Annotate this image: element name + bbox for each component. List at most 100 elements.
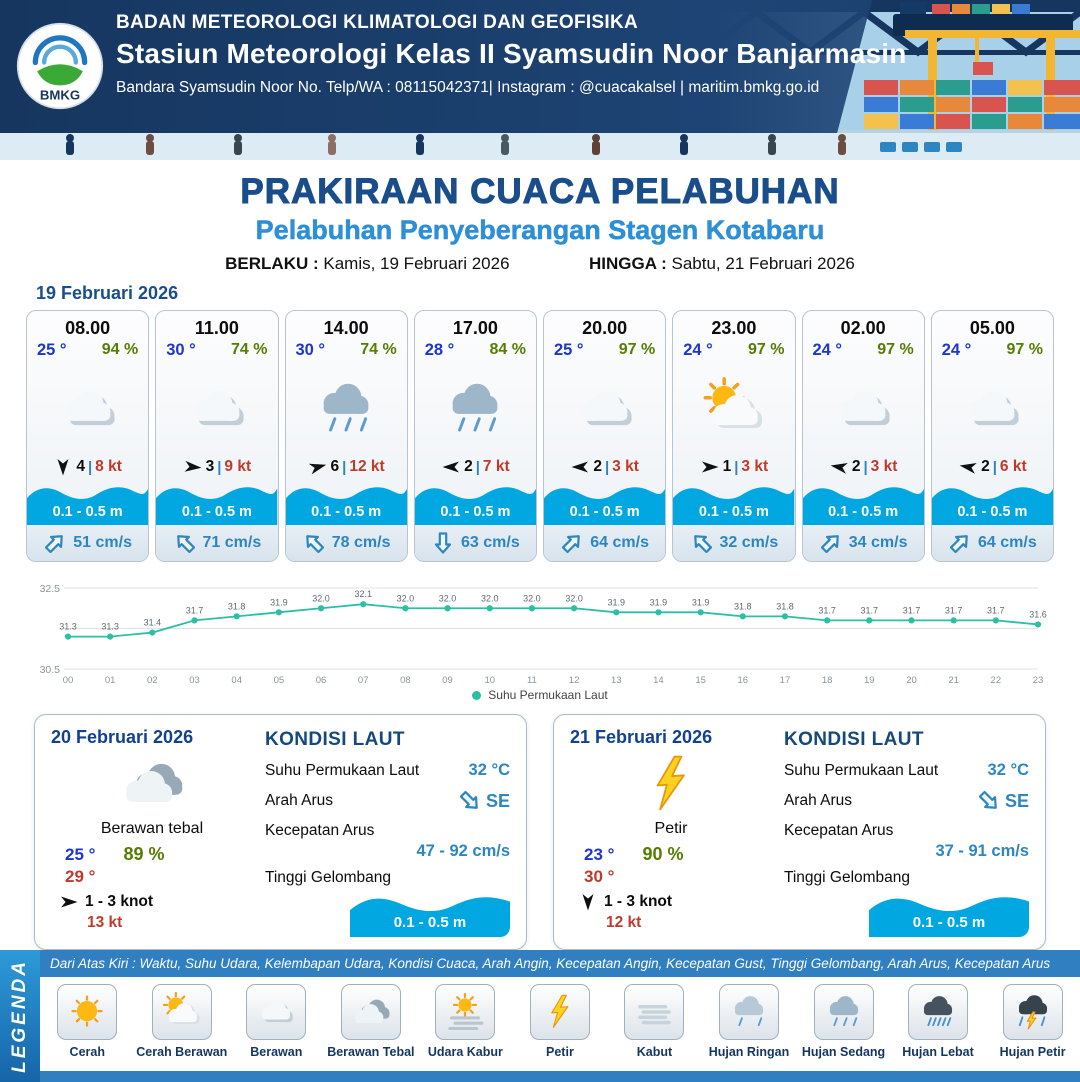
legend-title-band: LEGENDA	[0, 950, 40, 1082]
wind-direction-arrow-icon	[441, 457, 461, 477]
current-direction-arrow-icon	[977, 789, 1001, 813]
daily-temp-min: 25 °	[65, 844, 96, 864]
svg-text:31.6: 31.6	[1029, 609, 1047, 619]
bmkg-logo: BMKG	[16, 22, 104, 110]
legend-main: Dari Atas Kiri : Waktu, Suhu Udara, Kele…	[40, 950, 1080, 1082]
svg-text:02: 02	[147, 675, 158, 686]
daily-condition: Petir	[654, 820, 688, 837]
wave-height-label: Tinggi Gelombang	[783, 869, 911, 886]
sst-label: Suhu Permukaan Laut	[783, 761, 939, 779]
forecast-time: 08.00	[65, 318, 111, 338]
svg-text:32.0: 32.0	[523, 593, 541, 603]
svg-text:07: 07	[358, 675, 369, 686]
daily-humidity: 89 %	[123, 844, 165, 864]
contact-line: Bandara Syamsudin Noor No. Telp/WA : 081…	[116, 79, 820, 96]
chart-legend: Suhu Permukaan Laut	[28, 688, 1052, 702]
svg-text:31.8: 31.8	[776, 601, 794, 611]
weather-icon	[27, 360, 148, 457]
legend-label: Kabut	[636, 1045, 673, 1059]
weather-icon	[415, 360, 536, 457]
bench-illustration	[880, 142, 962, 152]
svg-text:31.7: 31.7	[903, 605, 921, 615]
sea-conditions-panel: KONDISI LAUT Suhu Permukaan Laut 32 °C A…	[265, 727, 510, 949]
daily-weather-summary: 21 Februari 2026 Petir 23 ° 90 % 30 ° 1 …	[570, 727, 772, 949]
wind-row: 1 | 3 kt	[700, 457, 768, 477]
humidity: 97 %	[618, 341, 656, 358]
current-direction-arrow-icon	[819, 531, 843, 555]
daily-humidity: 90 %	[642, 844, 684, 864]
daily-date: 20 Februari 2026	[51, 727, 194, 747]
wave-height-band: 0.1 - 0.5 m	[285, 481, 407, 525]
current-direction-arrow-icon	[173, 531, 197, 555]
current-direction-arrow-icon	[302, 531, 326, 555]
wind-direction-arrow-icon	[183, 457, 203, 477]
current-direction-value: SE	[458, 789, 510, 813]
legend-weather-icon	[57, 984, 118, 1040]
weather-icon	[156, 360, 277, 457]
legend-bottom-bar	[40, 1071, 1080, 1082]
wave-shape	[869, 897, 1029, 937]
svg-text:32.0: 32.0	[312, 593, 330, 603]
current-direction-arrow-icon	[431, 531, 455, 555]
weather-icon	[803, 360, 924, 457]
wave-height: 0.1 - 0.5 m	[440, 504, 511, 520]
wave-shape	[156, 487, 278, 525]
svg-text:32.0: 32.0	[481, 593, 499, 603]
legend-weather-icon	[246, 984, 307, 1040]
wind-value: 1	[722, 458, 732, 475]
legend-item: Hujan Petir	[987, 984, 1079, 1059]
forecast-time: 05.00	[969, 318, 1015, 338]
current-direction-arrow-icon	[948, 531, 972, 555]
wind-row: 4 | 8 kt	[53, 457, 122, 477]
current-speed: 34 cm/s	[848, 534, 908, 551]
separator: |	[217, 458, 222, 476]
current-speed: 64 cm/s	[978, 534, 1037, 551]
legend-item: Petir	[514, 984, 606, 1059]
legend-item: Hujan Sedang	[798, 984, 890, 1059]
wave-height: 0.1 - 0.5 m	[311, 504, 382, 520]
hourly-forecast-row: 08.00 25 ° 94 % 4 | 8 kt 0.1 - 0.5 m 51 …	[0, 310, 1080, 562]
wind-row: 2 | 7 kt	[441, 457, 510, 477]
wind-direction-arrow-icon	[578, 892, 598, 912]
wind-speed-kt: 7 kt	[482, 458, 510, 475]
wind-speed-kt: 3 kt	[870, 458, 898, 475]
current-speed-value: 37 - 91 cm/s	[935, 842, 1029, 860]
temp-humidity-row: 24 ° 97 %	[803, 339, 924, 360]
legend-label: Berawan Tebal	[327, 1045, 415, 1059]
svg-text:19: 19	[864, 675, 875, 686]
legend-item: Udara Kabur	[419, 984, 511, 1059]
separator: |	[87, 458, 93, 476]
wave-height-box: 0.1 - 0.5 m	[869, 891, 1029, 937]
svg-text:22: 22	[991, 675, 1002, 686]
daily-condition: Berawan tebal	[100, 820, 204, 837]
forecast-time: 14.00	[323, 318, 369, 338]
wave-height-block: Tinggi Gelombang	[784, 869, 1029, 887]
wind-value: 6	[330, 458, 340, 475]
svg-text:09: 09	[442, 675, 453, 686]
people-illustration	[66, 134, 846, 155]
sea-conditions-heading: KONDISI LAUT	[264, 729, 405, 750]
legend-items: Cerah Cerah Berawan Berawan Berawan Teba…	[40, 977, 1080, 1071]
svg-text:03: 03	[189, 675, 200, 686]
chart-legend-label: Suhu Permukaan Laut	[488, 688, 608, 702]
hourly-forecast-card: 17.00 28 ° 84 % 2 | 7 kt 0.1 - 0.5 m 63 …	[413, 310, 537, 562]
wind-value: 2	[593, 458, 602, 475]
legend-weather-icon	[908, 984, 969, 1040]
wind-value: 3	[205, 458, 215, 475]
wave-height-value: 0.1 - 0.5 m	[912, 914, 986, 931]
weather-icon	[544, 360, 665, 457]
svg-text:31.3: 31.3	[101, 622, 119, 632]
current-direction-arrow-icon	[43, 531, 67, 555]
svg-text:32.0: 32.0	[439, 593, 457, 603]
legend-description: Dari Atas Kiri : Waktu, Suhu Udara, Kele…	[40, 950, 1080, 977]
current-speed-value: 47 - 92 cm/s	[416, 842, 510, 860]
svg-text:31.7: 31.7	[945, 605, 963, 615]
chart-legend-marker	[472, 690, 482, 700]
current-direction-row: Arah Arus SE	[784, 789, 1029, 813]
daily-weather-icon	[51, 748, 253, 820]
separator: |	[863, 458, 868, 476]
forecast-time: 23.00	[711, 318, 757, 338]
current-speed-label: Kecepatan Arus	[783, 822, 894, 839]
svg-text:31.8: 31.8	[228, 601, 246, 611]
